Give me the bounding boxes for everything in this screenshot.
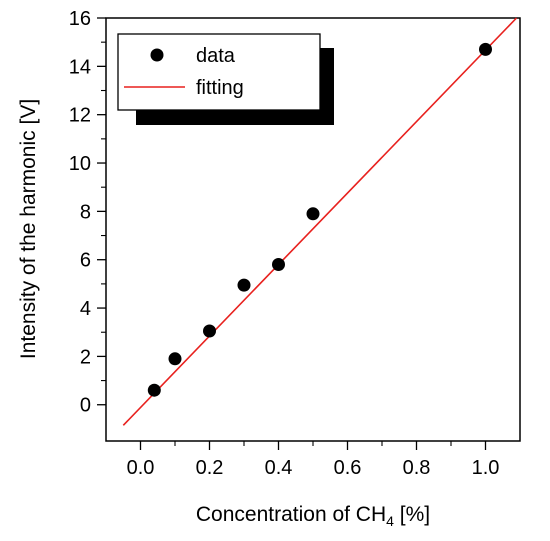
y-tick-label: 10 bbox=[69, 153, 91, 175]
data-point bbox=[272, 258, 285, 271]
x-axis-title-subscript: 4 bbox=[386, 513, 394, 529]
x-axis-title-unit: [%] bbox=[394, 503, 430, 526]
fitting-line bbox=[122, 17, 518, 426]
y-tick-label: 2 bbox=[80, 346, 91, 368]
y-tick-label: 16 bbox=[69, 8, 91, 30]
legend-fitting-label: fitting bbox=[196, 77, 244, 99]
data-point bbox=[147, 383, 161, 397]
legend-data-marker bbox=[150, 48, 164, 62]
x-axis-title: Concentration of CH4 [%] bbox=[196, 503, 430, 529]
series-layer bbox=[122, 17, 518, 426]
legend: data fitting bbox=[117, 33, 334, 125]
y-tick-label: 14 bbox=[69, 56, 91, 78]
y-axis-title: Intensity of the harmonic [V] bbox=[17, 99, 40, 359]
data-point bbox=[306, 207, 320, 221]
x-tick-label: 1.0 bbox=[472, 457, 500, 479]
x-axis-ticks: 0.0 0.2 0.4 0.6 0.8 1.0 bbox=[127, 441, 500, 479]
x-axis-title-main: Concentration of CH bbox=[196, 503, 386, 526]
y-tick-label: 8 bbox=[80, 201, 91, 223]
y-tick-label: 0 bbox=[80, 395, 91, 417]
legend-box bbox=[117, 33, 321, 111]
y-axis-ticks: 0 2 4 6 8 10 12 14 16 bbox=[69, 8, 106, 417]
data-point bbox=[479, 42, 492, 56]
y-tick-label: 6 bbox=[80, 250, 91, 272]
x-tick-label: 0.0 bbox=[127, 457, 155, 479]
y-tick-label: 4 bbox=[80, 298, 91, 320]
legend-data-label: data bbox=[196, 45, 236, 67]
x-tick-label: 0.6 bbox=[334, 457, 362, 479]
y-tick-label: 12 bbox=[69, 105, 91, 127]
data-point bbox=[237, 278, 251, 292]
data-point bbox=[168, 352, 182, 366]
x-tick-label: 0.8 bbox=[403, 457, 431, 479]
x-tick-label: 0.2 bbox=[196, 457, 224, 479]
data-point bbox=[203, 324, 216, 338]
x-tick-label: 0.4 bbox=[265, 457, 293, 479]
